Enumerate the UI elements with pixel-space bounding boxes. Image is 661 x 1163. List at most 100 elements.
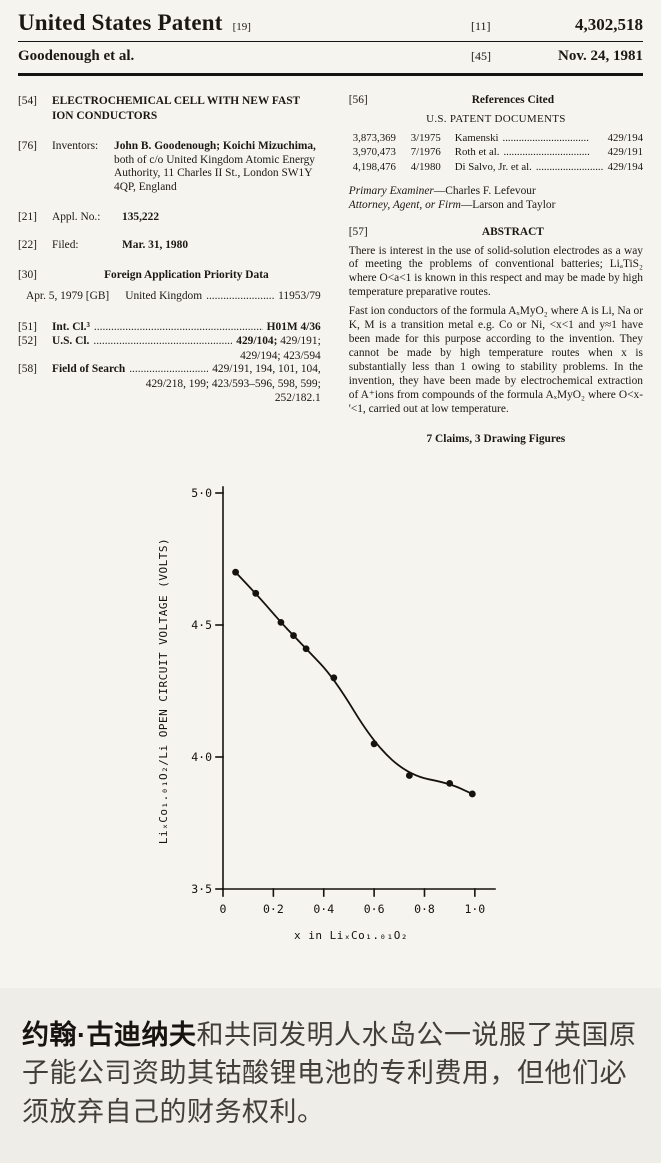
int-cl-label: Int. Cl.³ bbox=[52, 320, 90, 333]
field-22-filed: [22] Filed: Mar. 31, 1980 bbox=[18, 239, 321, 253]
abstract-paragraph-2: Fast ion conductors of the formula AₓMyO… bbox=[348, 305, 643, 415]
patent-number: 4,302,518 bbox=[575, 15, 643, 34]
ref-class: 429/191 bbox=[607, 146, 643, 159]
reference-row: 3,873,369 3/1975 Kamenski ..............… bbox=[349, 132, 643, 145]
us-patent-documents-heading: U.S. PATENT DOCUMENTS bbox=[426, 112, 566, 125]
primary-examiner-label: Primary Examiner bbox=[348, 184, 434, 197]
svg-text:3·5: 3·5 bbox=[191, 882, 212, 896]
us-cl-value: 429/104; 429/191; bbox=[236, 335, 321, 349]
appl-value: 135,222 bbox=[122, 211, 160, 224]
ref-date: 3/1975 bbox=[410, 132, 441, 145]
primary-examiner-line: Primary Examiner—Charles F. Lefevour bbox=[349, 185, 643, 199]
field-tag: [52] bbox=[18, 334, 37, 347]
attorney-name: —Larson and Taylor bbox=[460, 198, 556, 211]
svg-text:5·0: 5·0 bbox=[191, 486, 212, 500]
abstract-paragraph-1: There is interest in the use of solid-so… bbox=[348, 244, 643, 299]
leader-dots: ............................... bbox=[206, 290, 274, 302]
filed-label: Filed: bbox=[52, 239, 79, 252]
leader-dots: ................................ bbox=[535, 160, 604, 173]
kind-code: [19] bbox=[232, 21, 251, 33]
patent-authors: Goodenough et al. bbox=[18, 48, 135, 64]
field-tag: [51] bbox=[18, 320, 37, 333]
ref-name: Kamenski bbox=[454, 132, 499, 145]
field-52-us-cl: [52] U.S. Cl. ..........................… bbox=[18, 335, 321, 349]
field-tag: [22] bbox=[18, 239, 37, 252]
filed-value: Mar. 31, 1980 bbox=[122, 239, 189, 252]
field-54-title: [54] ELECTROCHEMICAL CELL WITH NEW FAST … bbox=[18, 94, 321, 124]
field-of-search-continuation-2: 252/182.1 bbox=[274, 392, 321, 405]
svg-text:4·0: 4·0 bbox=[191, 750, 212, 764]
priority-entry: Apr. 5, 1979 [GB] United Kingdom .......… bbox=[18, 290, 321, 304]
patent-page: United States Patent [19] [11] 4,302,518… bbox=[18, 10, 643, 961]
field-57-abstract: [57] ABSTRACT bbox=[349, 226, 643, 240]
field-tag: [58] bbox=[18, 362, 37, 375]
field-tag: [76] bbox=[18, 139, 37, 152]
us-cl-value-secondary: 429/191; bbox=[277, 334, 321, 347]
patent-number-label: [11] bbox=[471, 19, 491, 33]
leader-dots: .............................. bbox=[129, 362, 209, 375]
right-column: [56] References Cited U.S. PATENT DOCUME… bbox=[349, 94, 643, 447]
field-tag: [21] bbox=[18, 211, 37, 224]
field-tag: [57] bbox=[348, 225, 368, 238]
int-cl-value: H01M 4/36 bbox=[266, 320, 321, 333]
patent-date: Nov. 24, 1981 bbox=[557, 48, 643, 64]
ref-number: 4,198,476 bbox=[352, 160, 396, 173]
inventors-text: John B. Goodenough; Koichi Mizuchima, bo… bbox=[114, 140, 321, 196]
svg-text:4·5: 4·5 bbox=[191, 618, 212, 632]
leader-dots: ................................ bbox=[503, 146, 590, 159]
reference-row: 4,198,476 4/1980 Di Salvo, Jr. et al. ..… bbox=[349, 161, 643, 174]
claims-note: 7 Claims, 3 Drawing Figures bbox=[426, 433, 566, 446]
field-21-appl-no: [21] Appl. No.: 135,222 bbox=[18, 211, 321, 225]
us-cl-label: U.S. Cl. bbox=[52, 334, 90, 347]
header-row-2: Goodenough et al. [45] Nov. 24, 1981 bbox=[18, 42, 643, 76]
ref-date: 4/1980 bbox=[410, 160, 441, 173]
ref-number: 3,970,473 bbox=[352, 146, 396, 159]
figure-section: 3·5 4·0 4·5 5·0 0 0·2 0·4 0·6 0·8 1·0 x in LiₓCo₁.… bbox=[18, 477, 643, 961]
patent-body-columns: [54] ELECTROCHEMICAL CELL WITH NEW FAST … bbox=[18, 94, 643, 447]
attorney-label: Attorney, Agent, or Firm bbox=[348, 198, 461, 211]
us-cl-value-primary: 429/104; bbox=[236, 334, 278, 347]
ref-name: Di Salvo, Jr. et al. bbox=[454, 160, 532, 173]
reference-row: 3,970,473 7/1976 Roth et al. ...........… bbox=[349, 146, 643, 159]
priority-country: United Kingdom bbox=[125, 290, 203, 302]
field-51-int-cl: [51] Int. Cl.³ .........................… bbox=[18, 321, 321, 335]
ref-number: 3,873,369 bbox=[352, 132, 396, 145]
field-of-search-label: Field of Search bbox=[52, 362, 126, 375]
caption: 约翰·古迪纳夫和共同发明人水岛公一说服了英国原子能公司资助其钴酸锂电池的专利费用… bbox=[0, 988, 661, 1163]
field-30-priority: [30] Foreign Application Priority Data bbox=[18, 269, 321, 283]
svg-text:0·6: 0·6 bbox=[363, 902, 384, 916]
field-of-search-continuation-1: 429/218, 199; 423/593–596, 598, 599; bbox=[145, 377, 321, 390]
caption-text: 和共同发明人水岛公一说服了英国原子能公司资助其钴酸锂电池的专利费用，但他们必须放… bbox=[22, 1020, 637, 1127]
svg-text:0·2: 0·2 bbox=[262, 902, 283, 916]
left-column: [54] ELECTROCHEMICAL CELL WITH NEW FAST … bbox=[18, 94, 321, 447]
primary-examiner-name: —Charles F. Lefevour bbox=[433, 184, 536, 197]
patent-header: United States Patent [19] [11] 4,302,518… bbox=[18, 10, 643, 76]
header-row-1: United States Patent [19] [11] 4,302,518 bbox=[18, 10, 643, 42]
appl-label: Appl. No.: bbox=[52, 211, 101, 224]
svg-text:0: 0 bbox=[219, 902, 226, 916]
ref-date: 7/1976 bbox=[410, 146, 441, 159]
svg-text:LiₓCo₁.₀₁O₂/Li OPEN CIRCUIT VO: LiₓCo₁.₀₁O₂/Li OPEN CIRCUIT VOLTAGE (VOL… bbox=[157, 538, 170, 844]
field-58-search: [58] Field of Search ...................… bbox=[18, 363, 321, 377]
inventors-address: both of c/o United Kingdom Atomic Energy… bbox=[114, 153, 315, 194]
priority-title: Foreign Application Priority Data bbox=[104, 269, 269, 282]
field-76-inventors: [76] Inventors: John B. Goodenough; Koic… bbox=[18, 140, 321, 196]
leader-dots: ................................ bbox=[502, 132, 589, 145]
leader-dots: ........................................… bbox=[93, 320, 263, 333]
priority-number: 11953/79 bbox=[278, 290, 321, 302]
header-title-group: United States Patent [19] bbox=[18, 10, 251, 36]
invention-title: ELECTROCHEMICAL CELL WITH NEW FAST ION C… bbox=[52, 95, 300, 122]
patent-date-label: [45] bbox=[471, 49, 491, 63]
references-title: References Cited bbox=[471, 94, 555, 106]
us-cl-continuation: 429/194; 423/594 bbox=[240, 349, 321, 362]
abstract-title: ABSTRACT bbox=[481, 225, 544, 238]
priority-date: Apr. 5, 1979 [GB] bbox=[26, 290, 110, 302]
ocv-chart: 3·5 4·0 4·5 5·0 0 0·2 0·4 0·6 0·8 1·0 x in LiₓCo₁.… bbox=[157, 486, 496, 942]
svg-text:0·8: 0·8 bbox=[414, 902, 435, 916]
inventors-label: Inventors: bbox=[52, 139, 99, 152]
attorney-line: Attorney, Agent, or Firm—Larson and Tayl… bbox=[349, 199, 643, 213]
field-tag: [56] bbox=[348, 94, 368, 106]
inventors-names: John B. Goodenough; Koichi Mizuchima, bbox=[114, 139, 316, 152]
patent-date-group: [45] Nov. 24, 1981 bbox=[471, 48, 643, 65]
field-56-references: [56] References Cited bbox=[349, 94, 643, 108]
